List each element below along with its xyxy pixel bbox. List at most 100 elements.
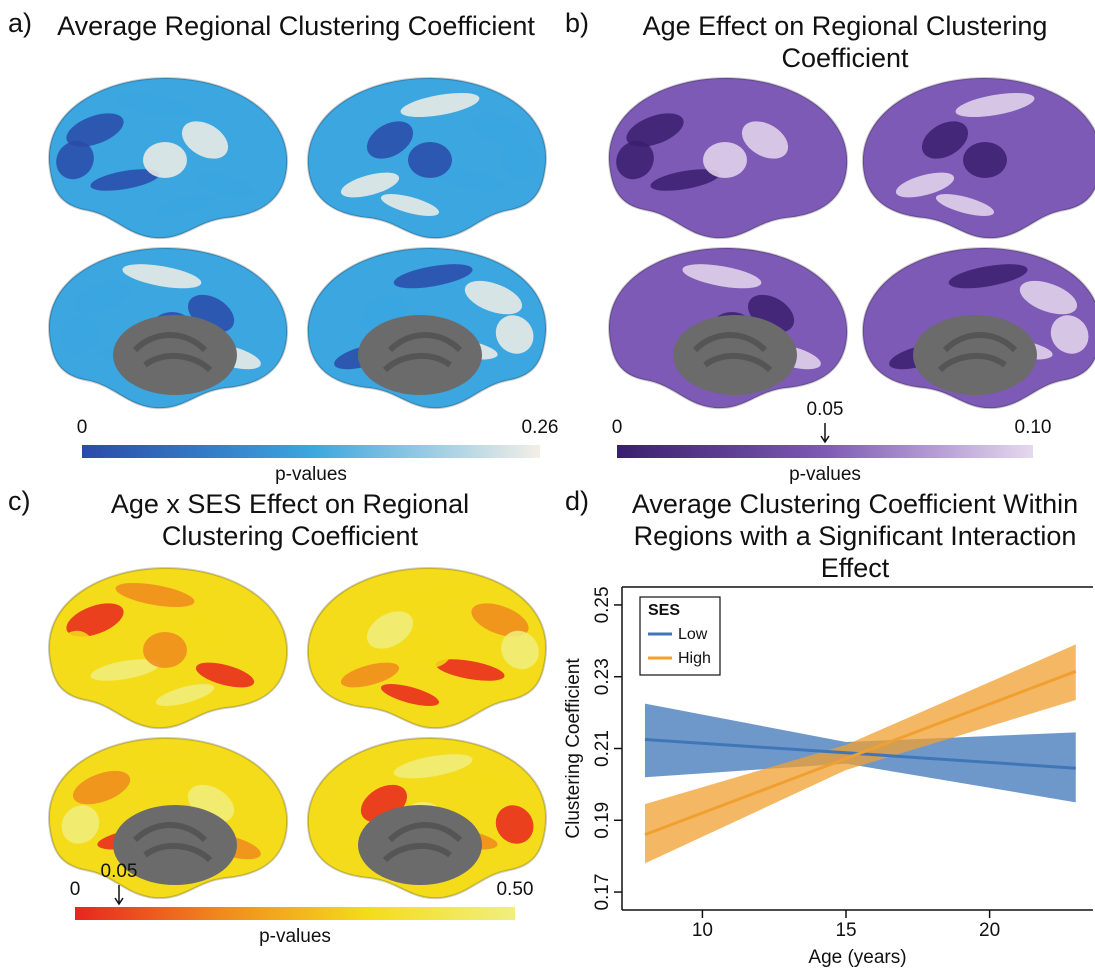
brain-region [675, 92, 755, 118]
panel-title: Age x SES Effect on Regional Clustering … [110, 489, 470, 551]
brain-region [195, 172, 255, 198]
brain-shade [607, 246, 849, 410]
brain-region [400, 582, 480, 608]
brain-region [155, 684, 215, 706]
brain-shade [306, 736, 548, 900]
x-tick-label: 10 [692, 920, 713, 941]
legend-box [639, 596, 721, 676]
brain-region [72, 280, 131, 315]
brain-region [66, 113, 124, 147]
legend-title: SES [648, 602, 680, 619]
brain-region [380, 194, 440, 216]
brain-region [682, 264, 762, 289]
brain-regions [895, 92, 1094, 216]
brain-region [366, 611, 414, 649]
y-tick-label: 0.25 [592, 586, 613, 623]
medial-wall-sulci [382, 332, 463, 373]
brain-shade [47, 246, 289, 410]
chart-title: Average Clustering Coefficient Within Re… [631, 489, 1079, 583]
x-axis-label: Age (years) [808, 947, 906, 968]
brain-regions [56, 92, 255, 216]
medial-wall-sulci [382, 822, 463, 863]
brain-region [626, 113, 684, 147]
brain-region [715, 194, 775, 216]
brain-shade [306, 566, 548, 730]
brain-shade [861, 246, 1095, 410]
brain-region [143, 632, 187, 668]
legend-label: Low [678, 626, 708, 643]
brain-region [400, 92, 480, 118]
brain-region [61, 315, 100, 354]
brain-region [181, 611, 229, 649]
colorbar-tick [820, 423, 830, 444]
x-tick-label: 20 [979, 920, 1000, 941]
colorbar [75, 907, 515, 920]
brain-regions [616, 92, 815, 216]
colorbar-tick-label: 0 [77, 417, 88, 438]
brain-region [1026, 113, 1084, 147]
panel-title: Average Regional Clustering Coefficient [57, 11, 535, 41]
brain-region [495, 315, 534, 354]
brain-region [366, 121, 414, 159]
brain-region [501, 630, 539, 670]
brain-region [495, 805, 534, 844]
brain-region [471, 603, 529, 637]
brain-regions [340, 92, 539, 216]
brain-region [741, 121, 789, 159]
brain-region [650, 169, 720, 191]
legend-label: High [678, 650, 711, 667]
brain-surface [47, 246, 289, 410]
brain-region [464, 770, 523, 805]
brain-surface [306, 736, 548, 900]
colorbar-tick-label: 0.05 [101, 861, 138, 882]
brain-region [155, 194, 215, 216]
medial-wall-sulci [132, 332, 213, 373]
colorbar-tick-label: 0.05 [807, 399, 844, 420]
brain-surface [47, 566, 289, 730]
brain-shade [861, 76, 1095, 240]
colorbar-tick-label: 0 [612, 417, 623, 438]
brain-region [955, 92, 1035, 118]
panel-label: d) [565, 486, 590, 516]
brain-region [963, 142, 1007, 178]
brain-region [408, 632, 452, 668]
line [644, 738, 1076, 770]
brain-surface [47, 736, 289, 900]
brain-shade [47, 76, 289, 240]
y-tick-label: 0.23 [592, 658, 613, 695]
brain-region [621, 315, 660, 354]
colorbar-tick-label: 0 [70, 879, 81, 900]
brain-region [66, 603, 124, 637]
brain-region [90, 659, 160, 681]
brain-region [115, 92, 195, 118]
medial-wall-sulci [692, 332, 773, 373]
brain-region [61, 805, 100, 844]
brain-region [948, 264, 1028, 289]
brain-region [895, 172, 955, 198]
panel-label: a) [8, 8, 33, 38]
colorbar-label: p-values [259, 926, 331, 947]
panel-title: Age Effect on Regional Clustering Coeffi… [642, 11, 1048, 73]
brain-region [408, 142, 452, 178]
colorbar-tick-label: 0.50 [497, 879, 534, 900]
brain-region [340, 172, 400, 198]
panel-label: b) [565, 8, 590, 38]
brain-surface [306, 76, 548, 240]
brain-region [435, 169, 505, 191]
brain-region [393, 754, 473, 779]
brain-surface [47, 76, 289, 240]
line [644, 669, 1077, 837]
brain-surface [607, 246, 849, 410]
panel-label: c) [8, 486, 31, 516]
medial-wall-sulci [132, 822, 213, 863]
medial-wall-sulci [937, 332, 1018, 373]
brain-surface [861, 76, 1095, 240]
brain-region [72, 770, 131, 805]
brain-region [703, 142, 747, 178]
brain-region [340, 662, 400, 688]
brain-regions [56, 582, 255, 706]
colorbar [617, 445, 1033, 458]
brain-region [632, 280, 691, 315]
colorbar-label: p-values [275, 464, 347, 485]
brain-region [181, 121, 229, 159]
